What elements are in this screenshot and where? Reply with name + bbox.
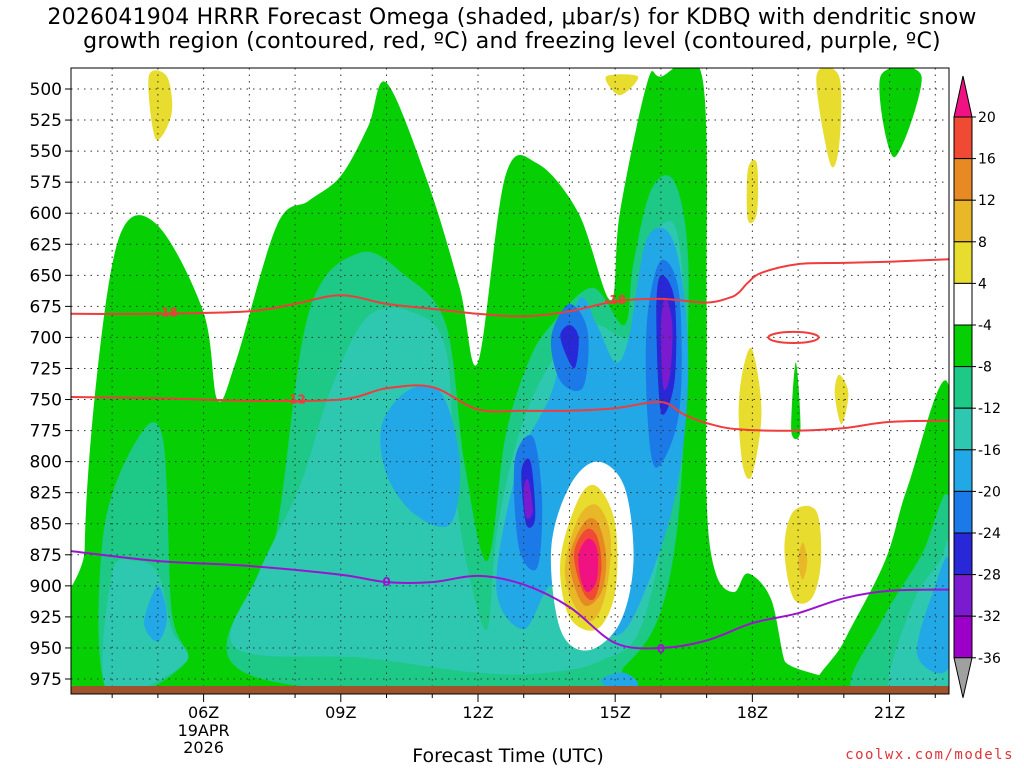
omega-region-n16-12 (496, 227, 689, 636)
x-tick-label-15Z: 15Z (600, 703, 631, 722)
omega-region-n4-2 (879, 68, 922, 158)
colorbar-band-bottom-arrow (953, 657, 973, 698)
y-tick-label-775: 775 (30, 422, 62, 442)
colorbar-band-2 (953, 158, 973, 201)
y-tick-label-825: 825 (30, 484, 62, 504)
omega-region-n16-11 (380, 384, 461, 528)
colorbar-band-4 (953, 241, 973, 284)
y-tick-label-525: 525 (30, 111, 62, 131)
contour-ring-2 (767, 330, 820, 345)
colorbar-label-5: -4 (978, 318, 992, 334)
colorbar-label-12: -32 (978, 609, 1001, 625)
omega-region-n16-10 (144, 585, 167, 642)
colorbar-label-13: -36 (978, 651, 1001, 667)
y-tick-label-925: 925 (30, 608, 62, 628)
colorbar-label-6: -8 (978, 360, 992, 376)
y-tick-label-900: 900 (30, 577, 62, 597)
x-axis-label-text: Forecast Time (UTC) (412, 745, 604, 767)
contour-label-3-1: 0 (657, 642, 665, 656)
omega-region-p8-35 (798, 542, 808, 580)
y-tick-label-500: 500 (30, 80, 62, 100)
date-label-day: 19APR (178, 721, 230, 740)
contour-label-0-1: -18 (604, 293, 626, 307)
y-tick-label-625: 625 (30, 235, 62, 255)
y-tick-label-575: 575 (30, 173, 62, 193)
shaded-regions (71, 68, 949, 694)
omega-region-n16-36 (600, 672, 639, 689)
site-credit[interactable]: coolwx.com/models (845, 747, 1014, 763)
omega-region-n28-21 (523, 479, 533, 520)
omega-region-p4-29 (605, 74, 639, 96)
omega-region-p4-28 (148, 70, 173, 140)
colorbar-band-9 (953, 449, 973, 492)
y-tick-label-875: 875 (30, 546, 62, 566)
y-tick-label-850: 850 (30, 515, 62, 535)
omega-region-p4-31 (746, 159, 759, 224)
x-tick-label-09Z: 09Z (325, 703, 356, 722)
colorbar-band-1 (953, 116, 973, 160)
chart-title-line-1: 2026041904 HRRR Forecast Omega (shaded, … (47, 5, 977, 30)
date-label-year: 2026 (183, 738, 224, 757)
contour-label-0-0: -18 (156, 306, 178, 320)
ground-bar (71, 686, 949, 694)
y-tick-label-650: 650 (30, 266, 62, 286)
y-tick-label-800: 800 (30, 453, 62, 473)
y-tick-label-550: 550 (30, 142, 62, 162)
contour-label-3-0: 0 (382, 575, 390, 589)
contour-line-1 (71, 384, 949, 432)
omega-region-n24-18 (560, 325, 579, 369)
colorbar-label-1: 16 (978, 152, 996, 168)
y-tick-label-675: 675 (30, 297, 62, 317)
x-tick-label-18Z: 18Z (737, 703, 768, 722)
colorbar-band-8 (953, 407, 973, 451)
y-tick-label-750: 750 (30, 391, 62, 411)
colorbar-label-8: -16 (978, 443, 1001, 459)
y-tick-label-975: 975 (30, 670, 62, 690)
chart-title: 2026041904 HRRR Forecast Omega (shaded, … (0, 6, 1024, 54)
colorbar-label-0: 20 (978, 110, 996, 126)
colorbar-band-12 (953, 574, 973, 617)
x-tick-label-12Z: 12Z (462, 703, 493, 722)
contour-line-3 (71, 550, 949, 650)
colorbar-band-10 (953, 490, 973, 534)
colorbar-label-11: -28 (978, 568, 1001, 584)
omega-region-p4-33 (834, 374, 849, 425)
y-tick-label-600: 600 (30, 204, 62, 224)
grid-lines (71, 68, 949, 694)
plot-frame (70, 67, 950, 695)
colorbar-label-10: -24 (978, 526, 1001, 542)
omega-region-n28-20 (660, 297, 673, 391)
colorbar-label-7: -12 (978, 401, 1001, 417)
colorbar-label-3: 8 (978, 235, 987, 251)
colorbar-band-5 (953, 282, 973, 326)
colorbar-band-7 (953, 366, 973, 409)
contour-label-1-0: -12 (284, 393, 306, 407)
colorbar: 20 16 12 8 4 -4 -8 -12 -16 -20 -24 -28 -32 -36 (953, 75, 1001, 698)
omega-region-n16-13 (916, 557, 949, 674)
omega-region-p4-32 (738, 347, 762, 479)
colorbar-band-3 (953, 199, 973, 243)
x-tick-label-21Z: 21Z (874, 703, 905, 722)
colorbar-band-6 (953, 324, 973, 368)
x-tick-label-06Z: 06Z (188, 703, 219, 722)
colorbar-label-9: -20 (978, 484, 1001, 500)
y-tick-label-700: 700 (30, 328, 62, 348)
omega-region-p4-30 (816, 68, 842, 168)
colorbar-label-4: 4 (978, 276, 987, 292)
colorbar-band-13 (953, 615, 973, 659)
contour-line-0 (71, 258, 949, 318)
omega-region-p20-27 (578, 538, 599, 593)
y-tick-label-725: 725 (30, 359, 62, 379)
colorbar-band-11 (953, 532, 973, 576)
colorbar-label-2: 12 (978, 193, 996, 209)
chart-title-line-2: growth region (contoured, red, ºC) and f… (83, 29, 941, 54)
y-axis: 500 525 550 575 600 625 650 675 700 725 750 775 800 8… (30, 80, 71, 690)
contour-lines: -18 -18 -12 0 0 (71, 258, 949, 656)
colorbar-band-top-arrow (953, 75, 973, 118)
x-axis-label: Forecast Time (UTC) (0, 745, 1024, 767)
y-tick-label-950: 950 (30, 639, 62, 659)
